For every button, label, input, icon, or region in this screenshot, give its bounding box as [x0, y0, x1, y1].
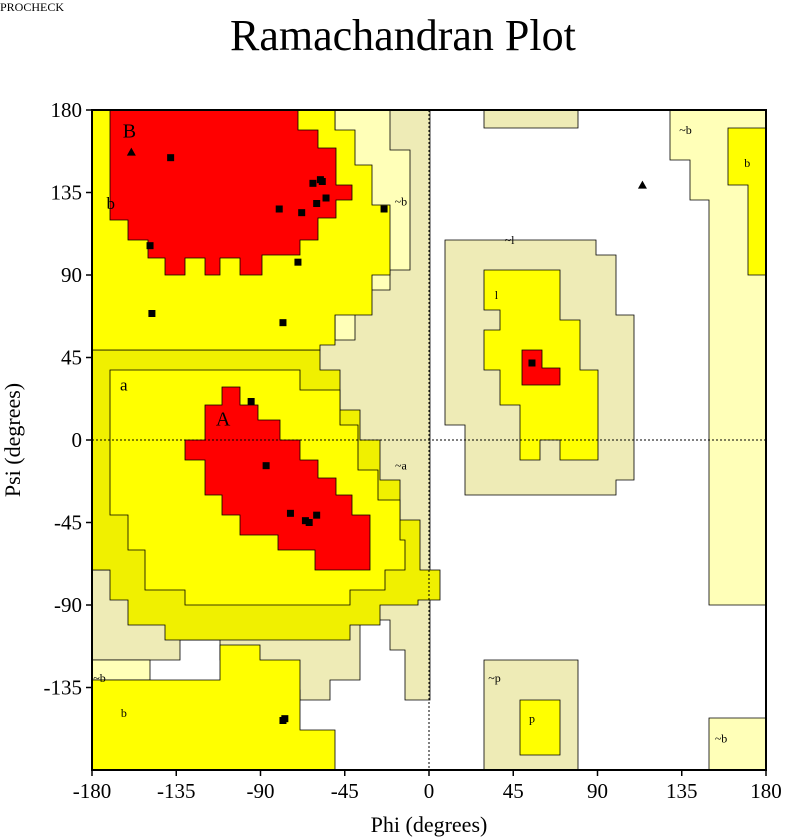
y-tick-label: -45 [54, 511, 82, 535]
y-axis-title: Psi (degrees) [0, 383, 25, 497]
x-tick-label: -135 [157, 779, 196, 803]
core-region-beta [109, 109, 353, 276]
region-background [91, 109, 767, 771]
residue-point [262, 462, 270, 470]
residue-point [380, 205, 388, 213]
y-tick-label: 180 [51, 98, 83, 122]
region-label: ~b [679, 123, 692, 137]
core-region-l [521, 349, 561, 386]
x-tick-label: 0 [424, 779, 435, 803]
y-tick-label: 45 [61, 346, 82, 370]
region-label: ~l [505, 233, 515, 247]
x-tick-label: 180 [750, 779, 782, 803]
residue-point [146, 242, 154, 250]
y-tick-label: 135 [51, 181, 83, 205]
x-tick-label: 90 [587, 779, 608, 803]
region-label: ~b [93, 671, 106, 685]
residue-point [313, 511, 321, 519]
residue-point [305, 519, 313, 526]
region-label: A [216, 408, 231, 430]
region-label: ~a [395, 458, 407, 472]
x-tick-label: 45 [503, 779, 524, 803]
add-region-p [519, 699, 561, 756]
x-tick-label: 135 [666, 779, 698, 803]
residue-point [247, 398, 255, 405]
region-label: ~b [715, 732, 728, 746]
residue-point [301, 517, 309, 525]
most-favoured-regions [109, 109, 561, 571]
region-label: B [123, 121, 136, 143]
residue-point [275, 205, 283, 213]
region-label: b [121, 706, 127, 720]
y-tick-label: -90 [54, 593, 82, 617]
gen-region-top-l [483, 109, 579, 129]
residue-point [309, 179, 317, 187]
residue-point [322, 194, 330, 202]
residue-point [528, 359, 536, 367]
core-region-alpha [184, 386, 371, 571]
glycine-point [126, 147, 136, 156]
region-label: b [106, 194, 115, 213]
program-label: PROCHECK [0, 0, 65, 14]
residue-point [279, 717, 287, 724]
residue-point [318, 178, 326, 185]
y-tick-label: 90 [61, 263, 82, 287]
residue-point [148, 310, 156, 317]
x-tick-label: -45 [331, 779, 359, 803]
residue-point [313, 200, 321, 207]
y-tick-label: 0 [72, 428, 83, 452]
x-tick-label: -90 [247, 779, 275, 803]
region-label: ~b [395, 194, 408, 208]
region-label: ~p [488, 671, 501, 685]
plot-title: Ramachandran Plot [230, 11, 576, 60]
residue-point [279, 319, 287, 327]
residue-point [167, 154, 175, 162]
x-axis-title: Phi (degrees) [371, 812, 488, 837]
axis-ticks: -180 -135 -90 -45 0 45 90 135 180 180 135 90 45 0 -45 -… [44, 98, 782, 803]
y-tick-label: -135 [44, 676, 83, 700]
region-label: a [120, 376, 128, 395]
residue-point [286, 509, 294, 517]
residue-point [294, 258, 302, 266]
region-label: p [529, 711, 535, 725]
region-label: b [744, 156, 750, 170]
residue-point [298, 209, 306, 217]
region-label: l [495, 288, 499, 302]
x-tick-label: -180 [73, 779, 112, 803]
glycine-point [637, 180, 647, 189]
data-points [126, 147, 647, 724]
region-labels: Bb ~b ~l l a A ~a ~b b ~b b ~p p ~b [93, 121, 750, 746]
